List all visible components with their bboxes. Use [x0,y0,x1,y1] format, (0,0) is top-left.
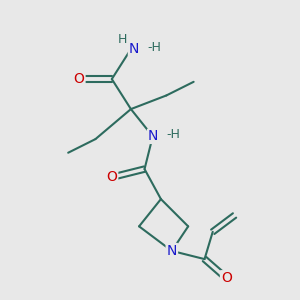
Text: O: O [221,271,232,285]
Text: O: O [106,170,117,184]
Text: N: N [167,244,177,258]
Text: O: O [74,72,85,86]
Text: N: N [128,42,139,56]
Text: -H: -H [167,128,180,142]
Text: N: N [148,129,158,143]
Text: H: H [118,33,128,46]
Text: -H: -H [147,41,161,54]
